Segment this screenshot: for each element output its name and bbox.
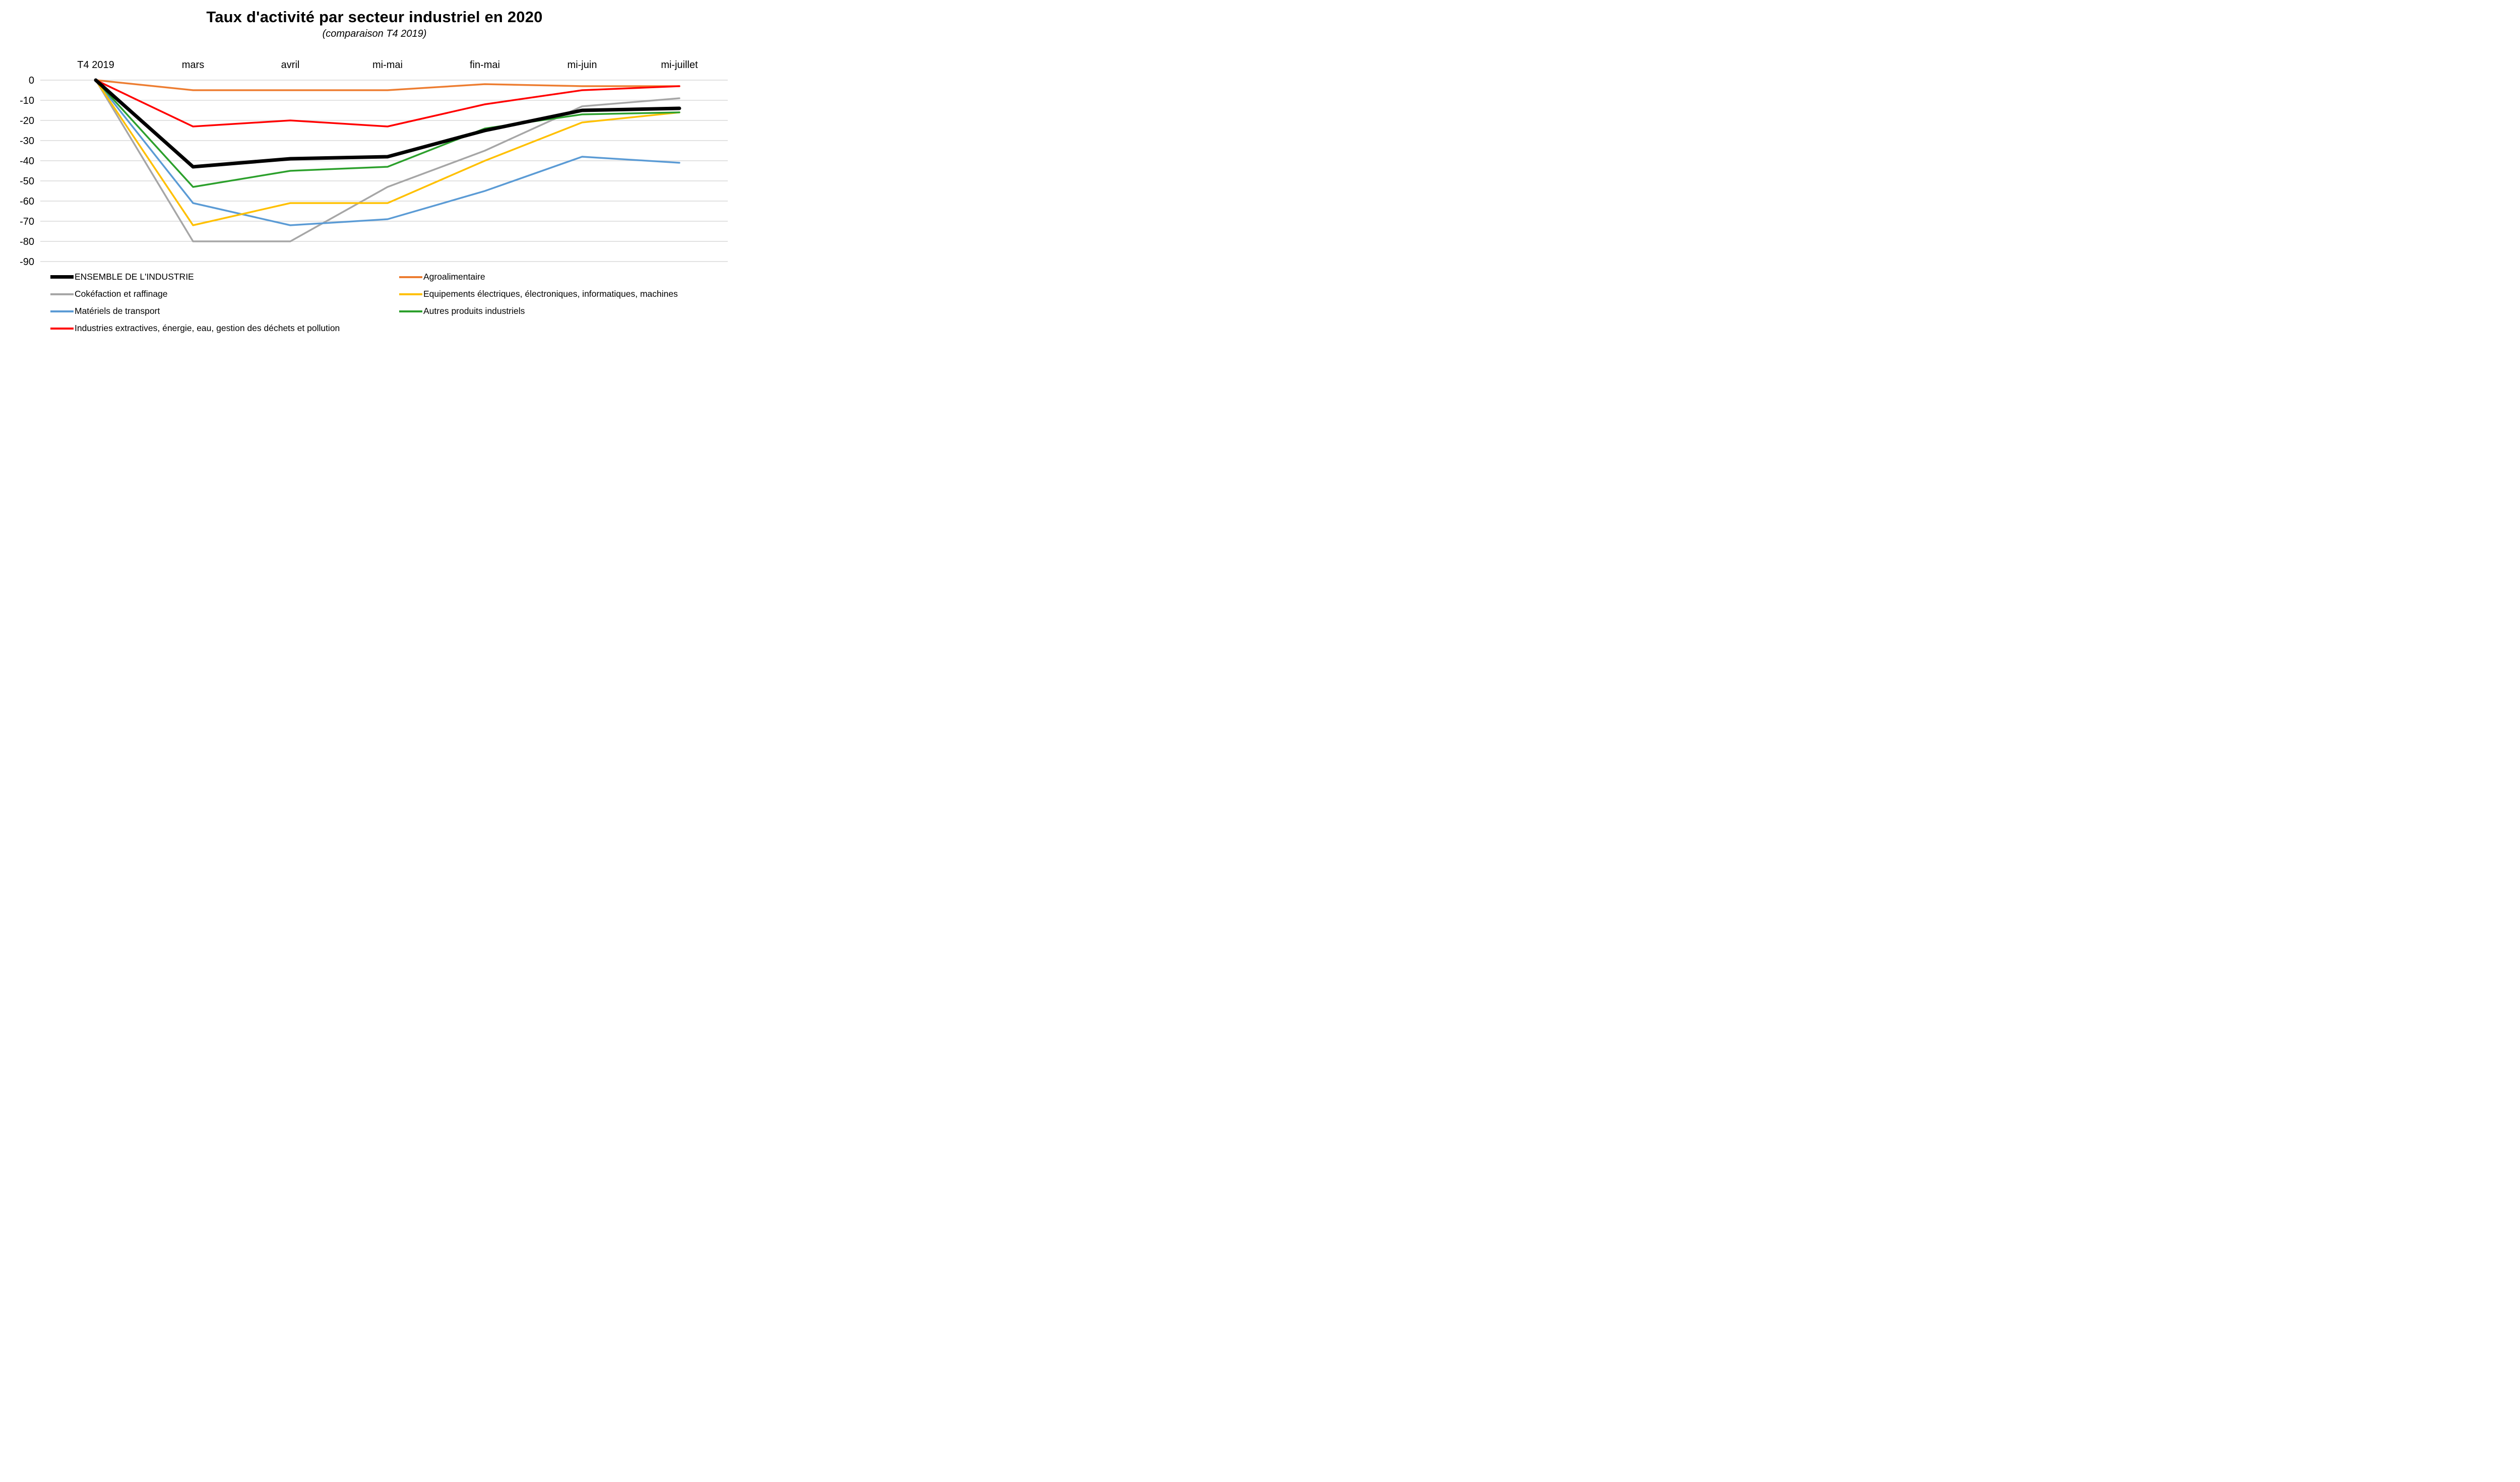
x-tick-label: mars [182, 59, 204, 71]
x-tick-label: mi-juillet [661, 59, 698, 71]
legend-swatch [50, 310, 74, 312]
y-tick-label: -30 [20, 136, 34, 147]
x-tick-label: mi-juin [568, 59, 597, 71]
legend-swatch [399, 276, 422, 278]
legend-swatch [50, 327, 74, 330]
x-tick-label: avril [281, 59, 300, 71]
series-line-0 [94, 78, 681, 169]
legend: ENSEMBLE DE L'INDUSTRIE Cokéfaction et ra… [0, 272, 749, 334]
legend-item: Matériels de transport [50, 306, 399, 316]
series-line-5 [95, 79, 680, 226]
series-line-2 [95, 79, 680, 226]
legend-label: Matériels de transport [75, 306, 160, 316]
legend-item: Agroalimentaire [399, 272, 678, 282]
legend-label: Cokéfaction et raffinage [75, 289, 168, 299]
y-tick-label: -70 [20, 216, 34, 227]
line-chart: 0 -10 -20 -30 -40 -50 -60 -70 -80 -90 T4 2019 mars a… [20, 59, 728, 268]
legend-swatch [50, 275, 74, 279]
series-line-3 [95, 79, 680, 127]
legend-item: Industries extractives, énergie, eau, ge… [50, 323, 399, 334]
legend-column-left: ENSEMBLE DE L'INDUSTRIE Cokéfaction et ra… [50, 272, 399, 334]
chart-title: Taux d'activité par secteur industriel e… [206, 8, 543, 26]
legend-label: Industries extractives, énergie, eau, ge… [75, 323, 340, 333]
legend-label: Autres produits industriels [423, 306, 525, 316]
legend-item: Autres produits industriels [399, 306, 678, 316]
x-tick-label: mi-mai [372, 59, 403, 71]
y-tick-label: -80 [20, 236, 34, 247]
legend-swatch [50, 293, 74, 295]
legend-item: Cokéfaction et raffinage [50, 289, 399, 299]
series-line-4 [95, 79, 680, 91]
y-tick-label: -50 [20, 176, 34, 187]
legend-label: Equipements électriques, électroniques, … [423, 289, 678, 299]
y-tick-label: -40 [20, 156, 34, 167]
y-tick-label: -60 [20, 196, 34, 207]
chart-page: Taux d'activité par secteur industriel e… [0, 0, 749, 371]
legend-swatch [399, 293, 422, 295]
legend-column-right: Agroalimentaire Equipements électriques, … [399, 272, 678, 334]
legend-item: ENSEMBLE DE L'INDUSTRIE [50, 272, 399, 282]
series-line-1 [95, 79, 680, 242]
y-tick-label: -10 [20, 95, 34, 106]
y-tick-label: -20 [20, 115, 34, 126]
legend-item: Equipements électriques, électroniques, … [399, 289, 678, 299]
chart-subtitle: (comparaison T4 2019) [322, 28, 427, 39]
x-tick-label: fin-mai [470, 59, 500, 71]
legend-swatch [399, 310, 422, 312]
legend-label: ENSEMBLE DE L'INDUSTRIE [75, 272, 194, 282]
y-tick-label: -90 [20, 256, 34, 268]
x-tick-label: T4 2019 [77, 59, 114, 71]
y-tick-label: 0 [29, 75, 34, 86]
legend-label: Agroalimentaire [423, 272, 485, 282]
series-line-6 [95, 79, 680, 188]
